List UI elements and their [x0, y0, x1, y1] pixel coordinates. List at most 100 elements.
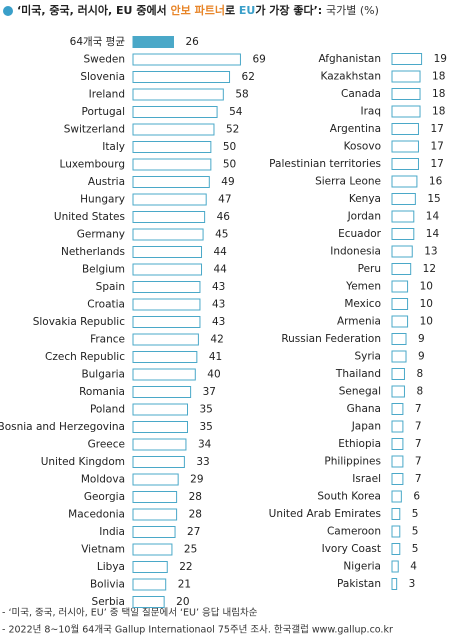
bar	[391, 455, 404, 468]
category-label: Ghana	[347, 403, 381, 415]
bar	[132, 333, 199, 346]
value-label: 21	[178, 579, 191, 591]
bar	[391, 245, 413, 258]
category-label: Libya	[97, 561, 125, 573]
category-label: Belgium	[82, 264, 125, 276]
value-label: 7	[415, 438, 422, 450]
title-part: 안보 파트너	[171, 3, 225, 17]
bar	[391, 403, 404, 415]
bar	[132, 106, 218, 118]
category-label: Iraq	[360, 106, 381, 118]
value-label: 40	[207, 369, 220, 381]
bar	[132, 158, 212, 171]
bar	[391, 263, 412, 275]
value-label: 17	[430, 158, 443, 170]
bar	[132, 263, 203, 276]
bar	[391, 385, 405, 398]
bar	[391, 438, 404, 450]
category-label: Ethiopia	[338, 438, 381, 450]
value-label: 20	[176, 596, 189, 608]
bar	[391, 280, 409, 293]
bar	[391, 228, 415, 240]
bar	[132, 456, 185, 468]
bar	[391, 298, 409, 310]
value-label: 18	[432, 88, 445, 100]
category-label: Thailand	[335, 368, 381, 380]
category-label: Jordan	[347, 211, 381, 223]
value-label: 13	[424, 246, 437, 258]
bar	[132, 71, 231, 83]
category-label: Sierra Leone	[315, 176, 381, 188]
bar	[391, 508, 401, 520]
value-label: 15	[427, 193, 440, 205]
value-label: 5	[412, 508, 419, 520]
value-label: 6	[413, 491, 420, 503]
title-part: ‘미국, 중국, 러시아, EU 중에서	[17, 3, 171, 17]
category-label: Kazakhstan	[321, 71, 382, 83]
category-label: Mexico	[344, 298, 381, 310]
category-label: Yemen	[345, 281, 381, 293]
value-label: 43	[212, 299, 225, 311]
title-part: 국가별 (%)	[326, 4, 379, 17]
value-label: 43	[212, 316, 225, 328]
value-label: 46	[217, 211, 231, 223]
value-label: 5	[412, 543, 419, 555]
bar	[132, 88, 224, 101]
category-label: Armenia	[337, 316, 381, 328]
bar	[391, 105, 421, 118]
bar	[391, 88, 421, 100]
bar	[132, 561, 168, 573]
bar	[391, 175, 418, 188]
value-label: 29	[190, 474, 203, 486]
value-label: 22	[179, 561, 192, 573]
value-label: 44	[214, 246, 228, 258]
value-label: 7	[415, 403, 422, 415]
category-label: Ecuador	[338, 228, 382, 240]
bar	[132, 543, 173, 556]
title-part: 가 가장 좋다’:	[255, 3, 326, 17]
value-label: 34	[198, 439, 212, 451]
title-part: 로	[225, 4, 239, 17]
bar	[132, 176, 210, 188]
bar	[391, 70, 421, 83]
bar	[132, 316, 201, 328]
category-label: Georgia	[84, 491, 125, 503]
value-label: 10	[420, 281, 433, 293]
bar	[132, 473, 179, 486]
bar	[132, 438, 187, 451]
value-label: 7	[415, 456, 422, 468]
bar	[132, 421, 188, 433]
bar	[391, 473, 404, 485]
value-label: 69	[252, 54, 265, 66]
value-label: 10	[420, 316, 433, 328]
bar	[391, 560, 399, 573]
bar	[132, 36, 174, 48]
bar	[132, 351, 198, 363]
value-label: 5	[412, 526, 419, 538]
value-label: 47	[218, 194, 231, 206]
bar	[132, 246, 203, 258]
value-label: 17	[430, 123, 443, 135]
bar	[132, 368, 196, 381]
bar	[391, 333, 407, 345]
value-label: 28	[189, 509, 202, 521]
category-label: Ivory Coast	[322, 543, 381, 555]
category-label: Moldova	[81, 474, 125, 486]
value-label: 50	[223, 159, 236, 171]
value-label: 49	[221, 176, 234, 188]
value-label: 37	[203, 386, 216, 398]
bar	[132, 211, 206, 223]
value-label: 7	[415, 421, 422, 433]
value-label: 9	[418, 333, 425, 345]
bar	[132, 281, 201, 293]
category-label: Cameroon	[327, 526, 381, 538]
bar	[132, 491, 178, 503]
category-label: Bulgaria	[81, 369, 125, 381]
category-label: Macedonia	[68, 509, 125, 521]
category-label: Argentina	[330, 123, 381, 135]
category-label: Netherlands	[61, 246, 125, 258]
bar	[132, 596, 165, 608]
bar	[391, 525, 401, 538]
category-label: Pakistan	[337, 578, 381, 590]
